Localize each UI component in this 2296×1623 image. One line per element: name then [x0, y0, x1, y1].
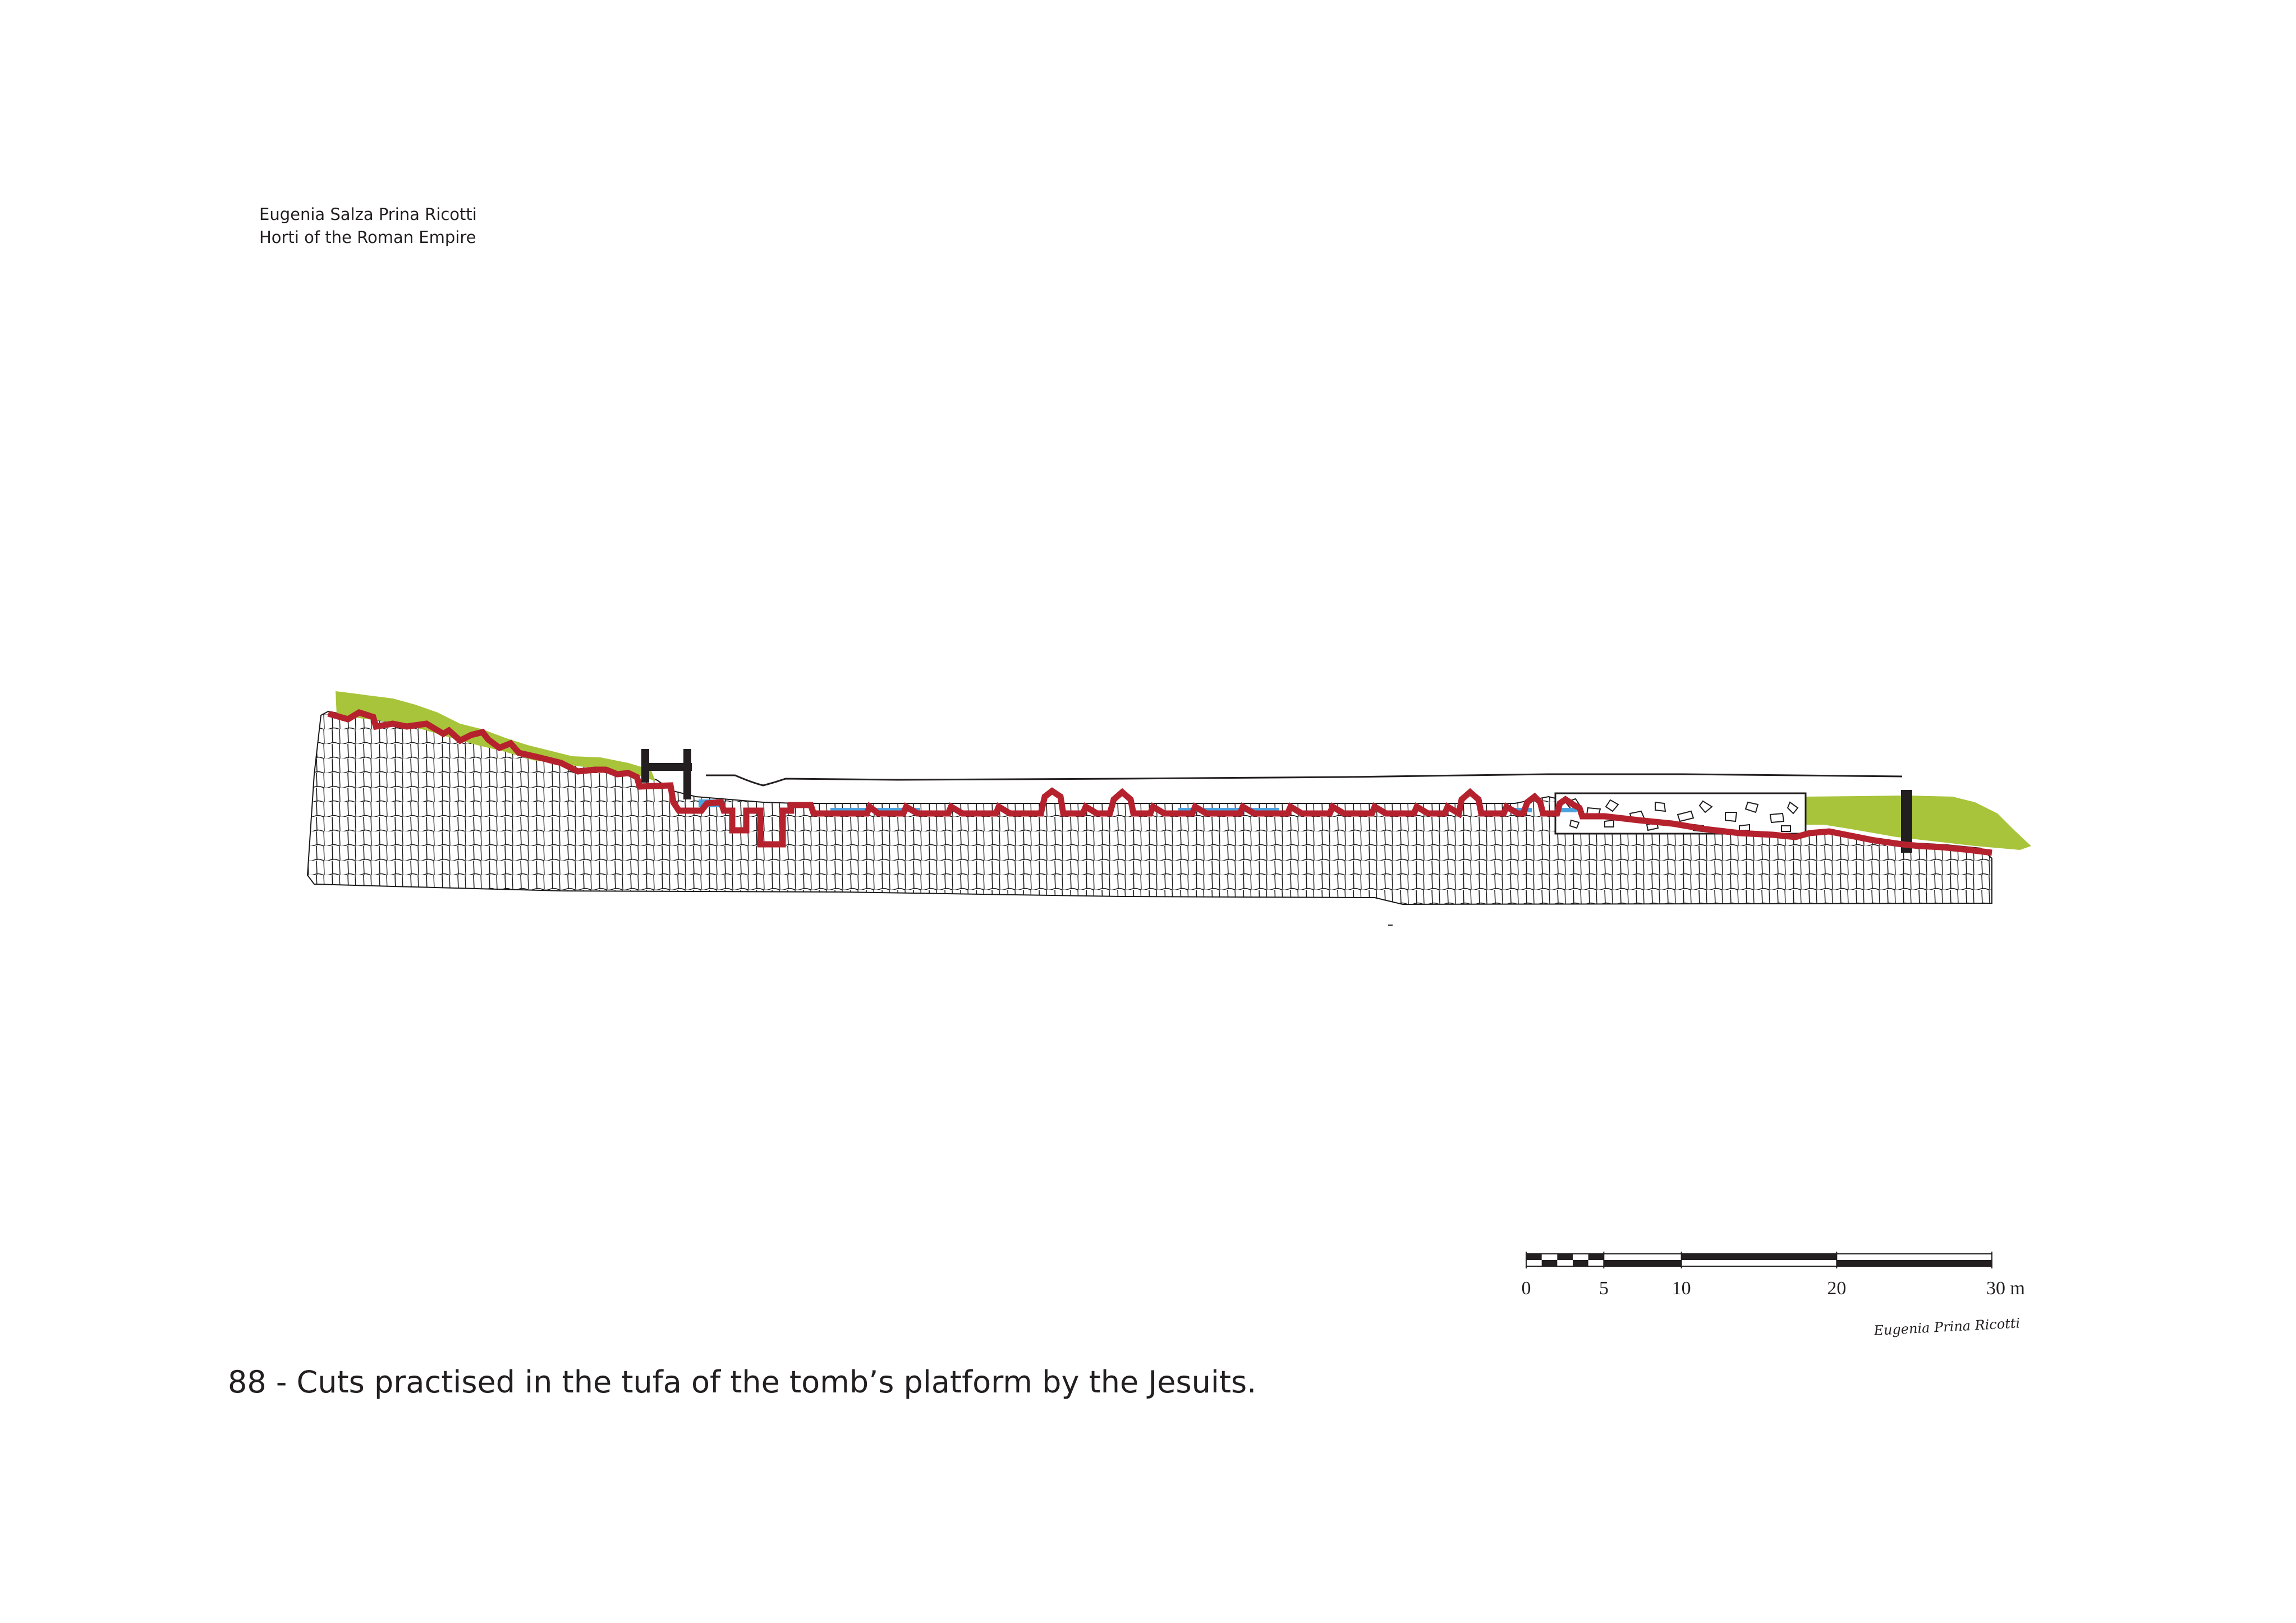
vegetation-right — [1806, 796, 2031, 850]
scale-segment-coarse — [1681, 1254, 1837, 1260]
scale-tick-label: 30 m — [1986, 1278, 2025, 1299]
scale-bar-segments — [1526, 1254, 1992, 1266]
black-walls — [641, 749, 1912, 853]
vegetation-left — [336, 691, 655, 781]
scale-segment-coarse — [1836, 1260, 1992, 1266]
scale-segment-fine — [1588, 1254, 1604, 1260]
upper-profile-line — [706, 773, 1903, 787]
author-name: Eugenia Salza Prina Ricotti — [259, 205, 477, 224]
scale-tick-label: 5 — [1599, 1278, 1609, 1299]
scale-segment-fine — [1526, 1254, 1542, 1260]
scale-tick-label: 10 — [1672, 1278, 1691, 1299]
scale-tick-label: 0 — [1522, 1278, 1531, 1299]
scale-segment-coarse — [1604, 1260, 1682, 1266]
scale-segment-fine — [1557, 1254, 1573, 1260]
figure-caption: 88 - Cuts practised in the tufa of the t… — [228, 1364, 1257, 1400]
scale-segment-fine — [1573, 1260, 1588, 1266]
scale-tick-label: 20 — [1827, 1278, 1846, 1299]
scale-bar: 0 5 10 20 30 m — [1522, 1252, 2025, 1299]
book-title: Horti of the Roman Empire — [259, 228, 476, 247]
scale-bar-ticks — [1526, 1252, 1992, 1268]
scale-bar-labels: 0 5 10 20 30 m — [1522, 1278, 2025, 1299]
header: Eugenia Salza Prina Ricotti Horti of the… — [259, 203, 477, 249]
cut-line — [327, 709, 1992, 856]
scale-segment-fine — [1541, 1260, 1558, 1266]
signature: Eugenia Prina Ricotti — [1873, 1315, 2021, 1339]
